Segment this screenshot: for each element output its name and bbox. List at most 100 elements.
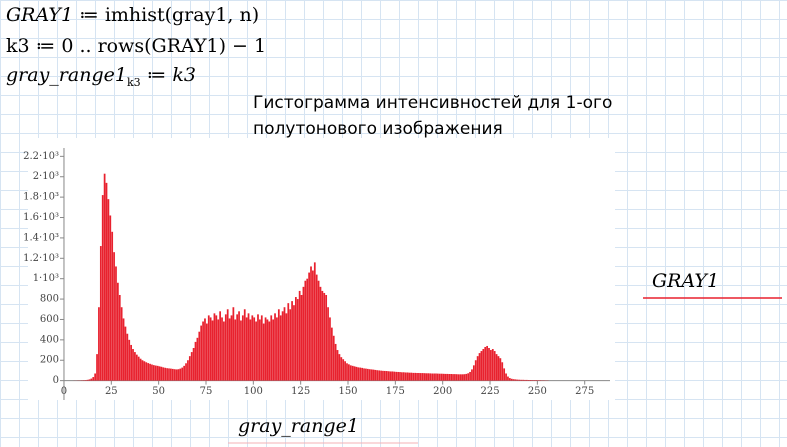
bar xyxy=(132,349,134,381)
bar xyxy=(412,372,415,381)
bar xyxy=(399,372,401,381)
bar xyxy=(315,274,318,381)
bar xyxy=(219,311,221,381)
bar xyxy=(272,319,275,381)
bar xyxy=(351,365,354,381)
bar xyxy=(431,373,434,381)
bar xyxy=(202,321,204,381)
bar xyxy=(187,360,189,381)
bar xyxy=(484,346,487,381)
bar xyxy=(205,323,208,381)
bar xyxy=(478,353,481,381)
eq-op: ≔ xyxy=(146,64,167,86)
bar xyxy=(344,361,346,381)
bar xyxy=(90,378,93,381)
bar xyxy=(357,367,360,381)
bar xyxy=(209,317,212,381)
bar xyxy=(336,350,339,381)
bar xyxy=(183,365,186,381)
bar xyxy=(300,294,303,381)
bar xyxy=(507,376,509,381)
bar xyxy=(419,373,422,381)
bar xyxy=(499,358,502,381)
y-tick-label: 1.6·10³ xyxy=(23,212,59,223)
bar xyxy=(113,252,115,381)
bar xyxy=(232,307,235,381)
y-tick-label: 0 xyxy=(53,375,59,386)
bar xyxy=(416,372,418,381)
bar xyxy=(200,325,203,381)
bar xyxy=(531,380,534,381)
bar xyxy=(224,314,227,381)
x-tick-label: 175 xyxy=(386,386,405,397)
bar xyxy=(510,378,513,381)
bar xyxy=(188,356,191,381)
bar xyxy=(397,371,399,381)
bar xyxy=(516,379,519,381)
bar xyxy=(459,374,462,381)
bar xyxy=(319,286,322,381)
eq-rhs: k3 xyxy=(172,64,196,86)
bar xyxy=(495,354,498,381)
bar xyxy=(323,292,326,381)
bar xyxy=(361,367,364,381)
x-tick-label: 25 xyxy=(105,386,118,397)
bar xyxy=(448,374,451,381)
bar xyxy=(276,317,278,381)
y-tick-label: 2·10³ xyxy=(33,171,59,182)
bar xyxy=(349,365,352,381)
bar xyxy=(149,363,151,381)
bar xyxy=(260,315,263,381)
bar xyxy=(306,278,309,381)
bar xyxy=(264,317,267,381)
bar xyxy=(238,311,240,381)
bar xyxy=(135,354,138,381)
bar xyxy=(302,286,305,381)
bar xyxy=(230,315,233,381)
bar xyxy=(281,311,284,381)
bar xyxy=(474,360,477,381)
bar xyxy=(128,339,131,381)
bar xyxy=(471,369,473,381)
bar xyxy=(294,297,297,381)
bar xyxy=(291,301,293,381)
bar xyxy=(166,368,168,381)
bar xyxy=(116,282,119,381)
y-tick-label: 600 xyxy=(40,314,59,325)
y-tick-label: 1.4·10³ xyxy=(23,232,59,243)
bar xyxy=(277,309,280,381)
bar xyxy=(395,371,398,381)
bar xyxy=(408,372,411,381)
bar xyxy=(455,374,458,381)
bar xyxy=(86,379,89,381)
bar xyxy=(171,368,174,381)
bar xyxy=(145,362,148,381)
y-tick-label: 200 xyxy=(40,355,59,366)
bar xyxy=(327,307,329,381)
bar xyxy=(488,348,490,381)
bar xyxy=(84,380,87,381)
bar xyxy=(204,318,206,381)
bar xyxy=(402,372,405,381)
bar xyxy=(401,372,403,381)
bar xyxy=(514,379,517,381)
bar xyxy=(425,373,428,381)
bar xyxy=(308,272,310,381)
bar xyxy=(217,319,220,381)
bar xyxy=(338,354,341,381)
bar xyxy=(529,380,532,381)
bar xyxy=(109,215,112,381)
bar xyxy=(454,374,456,381)
x-tick-label: 275 xyxy=(575,386,594,397)
bar xyxy=(376,370,379,381)
bar xyxy=(162,367,165,381)
bar xyxy=(266,319,269,381)
bar xyxy=(107,199,110,381)
bar xyxy=(103,173,106,381)
bar xyxy=(173,369,176,381)
bar xyxy=(126,333,129,381)
bar xyxy=(450,374,453,381)
bar xyxy=(429,373,432,381)
bar xyxy=(139,358,142,381)
bar xyxy=(92,377,95,381)
